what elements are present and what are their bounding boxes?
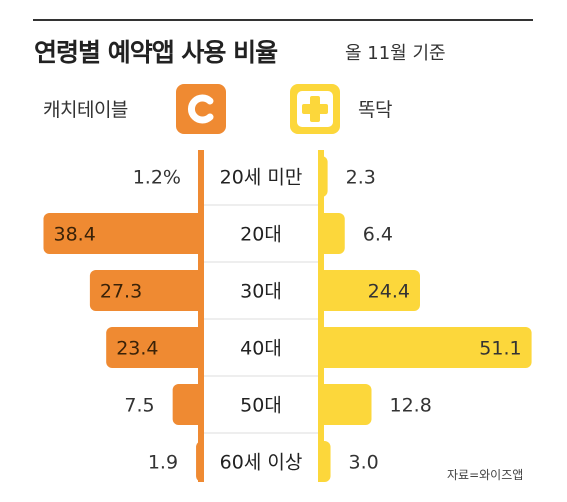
bar-left-1 [43,213,212,254]
c-letter-logo-icon [176,84,226,134]
chart-title: 연령별 예약앱 사용 비율 [34,38,278,67]
legend-left-name: 캐치테이블 [43,99,128,121]
bar-left-2 [89,270,212,311]
label-left-0: 1.2% [133,167,181,189]
bar-right-4 [310,384,372,425]
label-left-2: 27.3 [100,281,142,303]
label-right-1: 6.4 [363,224,393,246]
legend-right-name: 똑닥 [358,99,392,121]
label-right-3: 51.1 [479,338,521,360]
label-right-0: 2.3 [346,167,376,189]
chart-subtitle: 올 11월 기준 [345,43,446,64]
bar-right-2 [310,270,420,311]
label-left-3: 23.4 [116,338,158,360]
label-right-4: 12.8 [390,395,432,417]
label-left-5: 1.9 [148,452,178,474]
category-label-4: 50대 [240,395,282,417]
bar-left-3 [106,327,212,368]
label-left-1: 38.4 [53,224,95,246]
medical-cross-logo-icon [290,84,340,134]
category-label-5: 60세 이상 [220,452,303,474]
category-label-1: 20대 [240,224,282,246]
category-label-0: 20세 미만 [220,167,303,189]
category-label-3: 40대 [240,338,282,360]
bar-right-3 [310,327,532,368]
source-note: 자료=와이즈앱 [447,468,524,482]
center-column [204,150,318,482]
right-rail [318,150,324,482]
left-rail [198,150,204,482]
label-right-2: 24.4 [368,281,410,303]
label-left-4: 7.5 [124,395,154,417]
label-right-5: 3.0 [349,452,379,474]
category-label-2: 30대 [240,281,282,303]
top-rule [33,19,533,21]
